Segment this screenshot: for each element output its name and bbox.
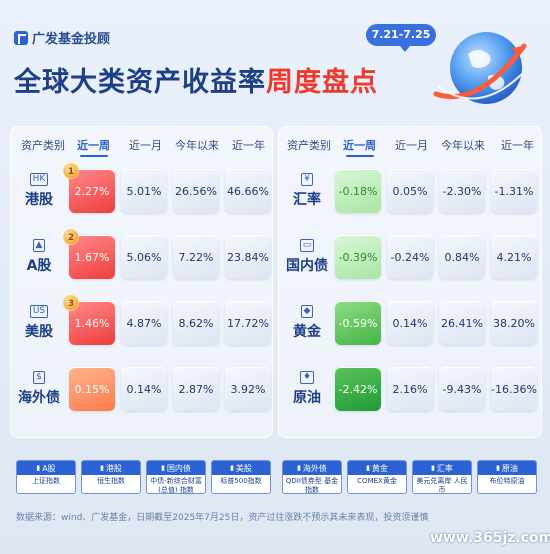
cell-dbond-year: 4.21% xyxy=(491,235,537,279)
cell-a-year: 23.84% xyxy=(225,235,271,279)
legend-icon: ▮ xyxy=(496,464,500,472)
cell-a-ytd: 7.22% xyxy=(173,235,219,279)
row-label-hk: HK 港股 xyxy=(25,173,53,208)
row-label-fx: ¥ 汇率 xyxy=(293,173,321,208)
cell-oil-year: -16.36% xyxy=(491,367,537,411)
cell-a-month: 5.06% xyxy=(121,235,167,279)
header-ytd-right: 今年以来 xyxy=(441,139,485,152)
cell-oil-ytd: -9.43% xyxy=(439,367,485,411)
header-year-right: 近一年 xyxy=(501,139,534,152)
legend-icon: ▮ xyxy=(366,464,370,472)
row-label-overseas-bond: $ 海外债 xyxy=(18,371,60,406)
yen-icon: ¥ xyxy=(301,173,313,186)
brand-name: 广发基金投顾 xyxy=(32,32,111,47)
cell-overseas-month: 0.14% xyxy=(121,367,167,411)
header-year: 近一年 xyxy=(232,139,265,152)
gold-bar-icon: ◆ xyxy=(300,305,314,318)
cell-fx-month: 0.05% xyxy=(387,169,433,213)
bond-icon: ▭ xyxy=(299,239,315,252)
legend-icon: ▮ xyxy=(297,464,301,472)
us-icon: US xyxy=(29,305,49,318)
row-label-us: US 美股 xyxy=(25,305,53,340)
cell-us-ytd: 8.62% xyxy=(173,301,219,345)
right-panel: 资产类别 近一周 近一月 今年以来 近一年 ¥ 汇率 -0.18% 0.05% … xyxy=(278,126,542,438)
cell-gold-ytd: 26.41% xyxy=(439,301,485,345)
row-label-a: ▲ A股 xyxy=(26,239,52,274)
header-ytd: 今年以来 xyxy=(175,139,219,152)
hk-icon: HK xyxy=(29,173,49,186)
row-label-gold: ◆ 黄金 xyxy=(293,305,321,340)
dollar-icon: $ xyxy=(33,371,45,384)
legend-icon: ▮ xyxy=(230,464,234,472)
cell-hk-ytd: 26.56% xyxy=(173,169,219,213)
row-label-oil: ♦ 原油 xyxy=(293,371,321,406)
header-category-right: 资产类别 xyxy=(287,139,331,152)
cell-gold-year: 38.20% xyxy=(491,301,537,345)
title-part1: 全球大类资产收益率 xyxy=(14,67,266,98)
cell-hk-month: 5.01% xyxy=(121,169,167,213)
cell-oil-week: -2.42% xyxy=(335,367,381,411)
header-week: 近一周 xyxy=(77,139,110,152)
header-month-right: 近一月 xyxy=(395,139,428,152)
legend-icon: ▮ xyxy=(431,464,435,472)
cell-overseas-week: 0.15% xyxy=(69,367,115,411)
cell-overseas-ytd: 2.87% xyxy=(173,367,219,411)
watermark: www.365jz.com xyxy=(430,530,550,546)
legend-icon: ▮ xyxy=(36,464,41,472)
cell-gold-month: 0.14% xyxy=(387,301,433,345)
title-part2: 周度盘点 xyxy=(266,67,378,98)
cell-gold-week: -0.59% xyxy=(335,301,381,345)
cell-dbond-month: -0.24% xyxy=(387,235,433,279)
legend-overseas-bond: ▮ 海外债 QDII债券型 基金指数 xyxy=(282,460,342,494)
cell-overseas-year: 3.92% xyxy=(225,367,271,411)
header-category: 资产类别 xyxy=(21,139,65,152)
cell-oil-month: 2.16% xyxy=(387,367,433,411)
footer-disclaimer: 数据来源：wind、广发基金，日期截至2025年7月25日，资产过往涨跌不预示其… xyxy=(16,513,429,523)
row-label-domestic-bond: ▭ 国内债 xyxy=(286,239,328,274)
cell-hk-week: 2.27% xyxy=(69,169,115,213)
cell-dbond-week: -0.39% xyxy=(335,235,381,279)
chart-bars-icon: ▲ xyxy=(32,239,46,252)
legend-hk: ▮ 港股 恒生指数 xyxy=(81,460,141,494)
header-week-right: 近一周 xyxy=(343,139,376,152)
brand: 广发基金投顾 xyxy=(14,28,110,47)
cell-fx-ytd: -2.30% xyxy=(439,169,485,213)
legend-us: ▮ 美股 标普500指数 xyxy=(211,460,271,494)
cell-fx-week: -0.18% xyxy=(335,169,381,213)
cell-us-month: 4.87% xyxy=(121,301,167,345)
legend-fx: ▮ 汇率 美元兑离岸 人民币 xyxy=(412,460,472,494)
rank-medal-2: 2 xyxy=(63,229,79,245)
page-title: 全球大类资产收益率周度盘点 xyxy=(14,60,378,99)
legend-a-share: ▮ A股 上证指数 xyxy=(16,460,76,494)
oil-drop-icon: ♦ xyxy=(299,371,315,384)
date-range-badge: 7.21-7.25 xyxy=(366,24,436,52)
cell-hk-year: 46.66% xyxy=(225,169,271,213)
legend-gold: ▮ 黄金 COMEX黄金 xyxy=(347,460,407,494)
brand-logo-icon xyxy=(14,30,28,45)
rank-medal-1: 1 xyxy=(63,163,79,179)
legend-icon: ▮ xyxy=(100,464,104,472)
legend-domestic-bond: ▮ 国内债 中债-新综合财富 (总值) 指数 xyxy=(146,460,206,494)
globe-icon xyxy=(433,32,527,104)
header-month: 近一月 xyxy=(129,139,162,152)
cell-dbond-ytd: 0.84% xyxy=(439,235,485,279)
cell-fx-year: -1.31% xyxy=(491,169,537,213)
rank-medal-3: 3 xyxy=(63,295,79,311)
legend-oil: ▮ 原油 布伦特原油 xyxy=(477,460,537,494)
legend-icon: ▮ xyxy=(161,464,165,472)
cell-us-year: 17.72% xyxy=(225,301,271,345)
left-panel: 资产类别 近一周 近一月 今年以来 近一年 HK 港股 2.27% 1 5.01… xyxy=(10,126,273,438)
